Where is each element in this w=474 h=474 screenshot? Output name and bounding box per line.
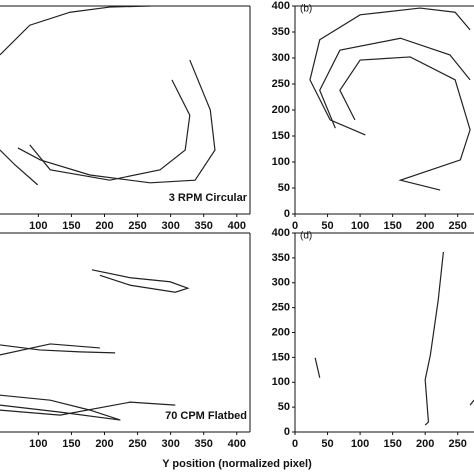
y-tick-label: 350 — [272, 26, 290, 38]
trajectory — [0, 401, 176, 416]
x-tick-label: 100 — [29, 438, 47, 450]
y-tick-label: 200 — [272, 326, 290, 338]
trajectory — [339, 56, 471, 191]
y-tick-label: 350 — [272, 252, 290, 264]
x-axis-label: Y position (normalized pixel) — [162, 458, 312, 470]
x-tick-label: 100 — [29, 220, 47, 232]
x-tick-label: 250 — [449, 438, 467, 450]
trajectory — [17, 59, 216, 184]
trajectory — [424, 251, 445, 426]
y-tick-label: 150 — [272, 130, 290, 142]
x-tick-label: 200 — [416, 438, 434, 450]
x-tick-label: 300 — [161, 220, 179, 232]
y-tick-label: 250 — [272, 78, 290, 90]
y-tick-label: 300 — [272, 277, 290, 289]
annotation: 3 RPM Circular — [169, 192, 248, 204]
trajectory — [0, 343, 100, 356]
y-tick-label: 50 — [278, 401, 290, 413]
trajectory — [0, 149, 39, 186]
x-tick-label: 150 — [62, 438, 80, 450]
x-tick-label: 0 — [292, 220, 298, 232]
trajectory — [0, 344, 116, 354]
trajectory — [314, 357, 321, 378]
trajectory — [0, 394, 121, 421]
x-tick-label: 350 — [195, 438, 213, 450]
trajectory — [91, 269, 190, 293]
y-tick-label: 0 — [284, 426, 290, 438]
y-tick-label: 0 — [284, 208, 290, 220]
y-tick-label: 100 — [272, 156, 290, 168]
y-tick-label: 200 — [272, 104, 290, 116]
y-tick-label: 400 — [272, 227, 290, 239]
x-tick-label: 100 — [351, 220, 369, 232]
trajectory — [319, 37, 471, 129]
trajectory — [309, 7, 471, 136]
x-tick-label: 200 — [95, 438, 113, 450]
annotation: 70 CPM Flatbed — [165, 410, 247, 422]
trajectory — [29, 79, 191, 181]
x-tick-label: 150 — [62, 220, 80, 232]
x-tick-label: 0 — [292, 438, 298, 450]
x-tick-label: 300 — [161, 438, 179, 450]
y-tick-label: 150 — [272, 351, 290, 363]
x-tick-label: 200 — [95, 220, 113, 232]
panel-label: (b) — [300, 4, 312, 15]
x-tick-label: 250 — [449, 220, 467, 232]
y-tick-label: 50 — [278, 182, 290, 194]
x-tick-label: 250 — [128, 438, 146, 450]
panel-label: (d) — [300, 231, 312, 242]
y-tick-label: 300 — [272, 52, 290, 64]
x-tick-label: 400 — [228, 220, 246, 232]
x-tick-label: 400 — [228, 438, 246, 450]
x-tick-label: 50 — [321, 220, 333, 232]
x-tick-label: 50 — [321, 438, 333, 450]
x-tick-label: 150 — [383, 220, 401, 232]
x-tick-label: 100 — [351, 438, 369, 450]
x-tick-label: 350 — [195, 220, 213, 232]
y-tick-label: 100 — [272, 376, 290, 388]
y-tick-label: 400 — [272, 0, 290, 12]
x-tick-label: 250 — [128, 220, 146, 232]
x-tick-label: 200 — [416, 220, 434, 232]
trajectory — [469, 399, 474, 406]
trajectory — [0, 5, 151, 56]
y-tick-label: 250 — [272, 302, 290, 314]
x-tick-label: 150 — [383, 438, 401, 450]
